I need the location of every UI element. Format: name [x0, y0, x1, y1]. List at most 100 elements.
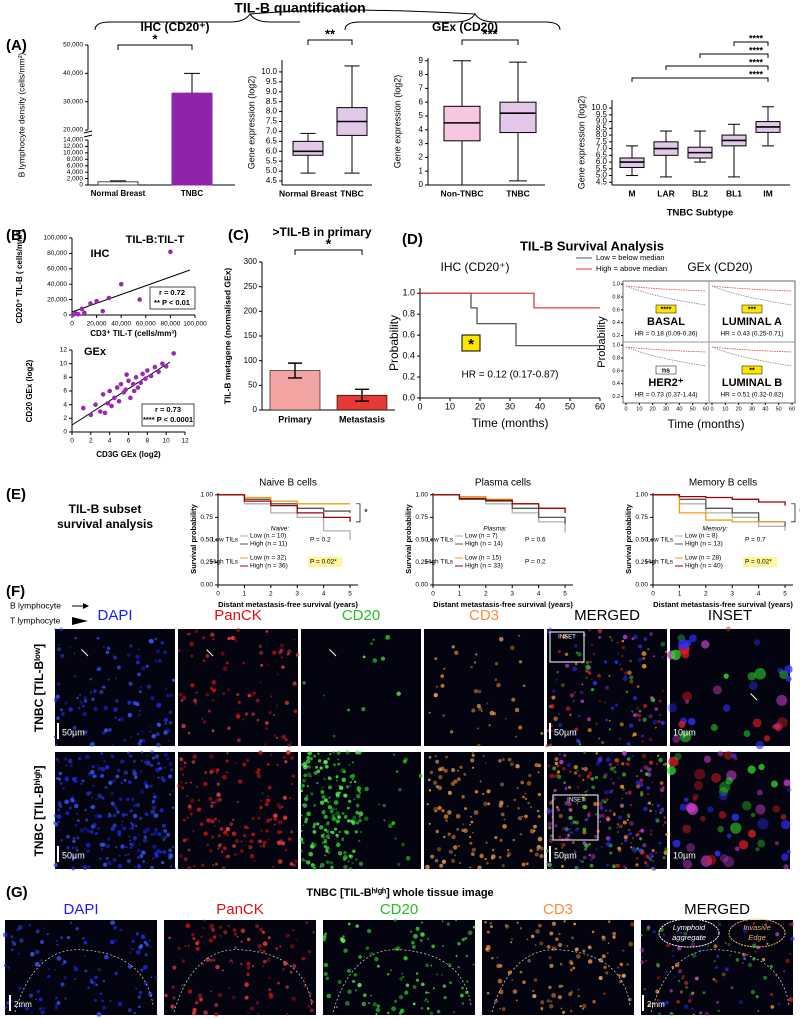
image-texture	[785, 958, 790, 964]
x-axis-label: CD3⁺ TIL-T (cells/mm³)	[90, 329, 177, 338]
image-texture	[235, 640, 238, 643]
image-texture	[356, 786, 362, 791]
image-texture	[548, 985, 552, 989]
image-texture	[617, 776, 620, 779]
image-texture	[25, 1006, 30, 1011]
image-texture	[304, 817, 309, 821]
image-texture	[251, 832, 256, 837]
image-texture	[425, 998, 428, 1001]
y-tick-label: 0.0	[402, 392, 415, 402]
image-texture	[312, 830, 317, 834]
image-texture	[587, 945, 591, 949]
image	[482, 920, 634, 1015]
image-texture	[617, 831, 620, 834]
image-texture	[183, 857, 188, 862]
image-texture	[657, 1012, 662, 1016]
image-texture	[275, 736, 278, 739]
brace	[94, 13, 300, 31]
image-texture	[100, 766, 106, 772]
image-texture	[393, 753, 396, 756]
image-texture	[579, 1005, 582, 1008]
image-texture	[556, 808, 561, 812]
image-texture	[75, 848, 79, 852]
image-texture	[632, 732, 637, 737]
image-texture	[57, 820, 60, 823]
panel-title: TNBC [TIL-Bʰⁱᵍʰ] whole tissue image	[306, 886, 493, 899]
image-texture	[352, 979, 356, 983]
image-texture	[60, 838, 64, 842]
x-tick-label: Primary	[278, 414, 312, 424]
image-texture	[214, 1012, 219, 1017]
x-tick-label: Normal Breast	[91, 189, 146, 198]
image-texture	[679, 730, 692, 743]
image-texture	[552, 689, 556, 693]
image-texture	[705, 854, 717, 866]
image-texture	[89, 829, 94, 834]
image-texture	[605, 809, 608, 812]
image-texture	[754, 950, 757, 953]
image-texture	[477, 743, 481, 748]
image-texture	[88, 865, 91, 869]
image-texture	[370, 994, 372, 997]
image-texture	[619, 803, 625, 808]
image-texture	[503, 818, 506, 821]
image-texture	[88, 790, 93, 794]
image-texture	[359, 830, 362, 834]
image-texture	[7, 966, 10, 969]
image-texture	[355, 924, 359, 928]
y-axis-label: Survival probability	[189, 503, 198, 573]
image-texture	[249, 693, 254, 697]
x-tick-label: 12	[181, 438, 189, 445]
image-texture	[192, 698, 198, 703]
image-texture	[135, 932, 139, 936]
image-texture	[643, 637, 648, 641]
image-texture	[588, 853, 591, 857]
image-texture	[154, 851, 159, 857]
image-texture	[144, 812, 149, 817]
image-texture	[335, 775, 339, 779]
image-texture	[644, 772, 649, 776]
y-tick-label: 0	[419, 180, 424, 189]
image-texture	[214, 824, 217, 827]
image-texture	[172, 965, 177, 970]
y-tick-label: 0	[63, 312, 67, 319]
image-texture	[527, 801, 530, 805]
image-texture	[603, 965, 607, 969]
image-texture	[93, 689, 97, 693]
y-tick-label: 9.5	[266, 77, 278, 86]
image-texture	[164, 628, 167, 631]
image-texture	[82, 711, 87, 717]
image-texture	[315, 765, 319, 769]
survival-curve-sketch	[625, 346, 707, 367]
image-texture	[484, 920, 487, 924]
significance: *	[364, 507, 368, 518]
image-texture	[187, 731, 191, 735]
image-texture	[161, 861, 165, 865]
image-texture	[358, 811, 364, 817]
image-texture	[638, 709, 642, 713]
image-texture	[302, 681, 306, 685]
image-texture	[428, 711, 431, 714]
image-texture	[578, 743, 582, 746]
image-texture	[71, 866, 76, 871]
image-texture	[558, 650, 561, 653]
image-texture	[179, 767, 184, 771]
image-texture	[267, 664, 270, 667]
hazard-ratio: HR = 0.73 (0.37-1.44)	[634, 392, 697, 399]
group-label: High TILs	[645, 559, 673, 566]
image-texture	[246, 759, 250, 762]
x-tick-label: 30	[663, 406, 669, 412]
image-texture	[131, 823, 135, 827]
image-texture	[592, 680, 598, 686]
image-texture	[681, 977, 684, 980]
image-texture	[118, 797, 123, 802]
image-texture	[463, 828, 468, 833]
image-texture	[566, 763, 571, 768]
image-texture	[259, 845, 262, 848]
x-tick-label: Normal Breast	[279, 188, 337, 198]
arrowhead	[72, 617, 88, 625]
image-texture	[390, 969, 392, 972]
image-texture	[303, 765, 308, 770]
image-texture	[76, 836, 80, 840]
y-tick-label: 6.0	[266, 146, 278, 155]
